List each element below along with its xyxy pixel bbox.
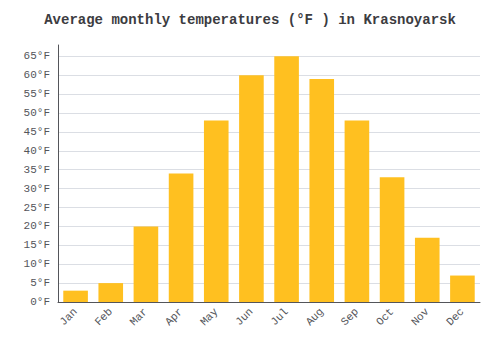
svg-text:65°F: 65°F	[24, 50, 50, 62]
svg-text:Jan: Jan	[57, 306, 79, 328]
svg-text:25°F: 25°F	[24, 202, 50, 214]
svg-text:45°F: 45°F	[24, 126, 50, 138]
svg-text:Mar: Mar	[128, 306, 150, 328]
svg-text:Jul: Jul	[268, 306, 290, 328]
svg-text:5°F: 5°F	[30, 277, 50, 289]
svg-text:60°F: 60°F	[24, 69, 50, 81]
svg-text:10°F: 10°F	[24, 258, 50, 270]
svg-text:Aug: Aug	[304, 306, 326, 328]
svg-text:0°F: 0°F	[30, 296, 50, 308]
svg-text:Jun: Jun	[233, 306, 255, 328]
svg-text:15°F: 15°F	[24, 239, 50, 251]
svg-text:Sep: Sep	[339, 306, 361, 328]
svg-text:50°F: 50°F	[24, 107, 50, 119]
svg-text:35°F: 35°F	[24, 164, 50, 176]
svg-text:30°F: 30°F	[24, 183, 50, 195]
svg-text:Dec: Dec	[444, 306, 466, 328]
svg-text:May: May	[198, 305, 221, 328]
svg-text:55°F: 55°F	[24, 88, 50, 100]
svg-text:Average monthly temperatures (: Average monthly temperatures (°F ) in Kr…	[44, 12, 456, 28]
svg-text:20°F: 20°F	[24, 220, 50, 232]
svg-text:Apr: Apr	[163, 306, 185, 328]
svg-text:Nov: Nov	[409, 305, 432, 328]
svg-text:40°F: 40°F	[24, 145, 50, 157]
svg-text:Feb: Feb	[93, 306, 115, 328]
svg-text:Oct: Oct	[374, 306, 396, 328]
